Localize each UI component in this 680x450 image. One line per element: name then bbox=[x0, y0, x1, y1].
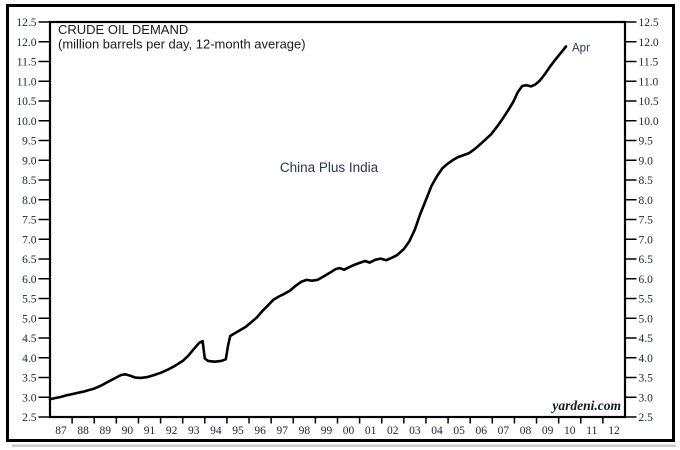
y-tick-label: 2.5 bbox=[22, 412, 37, 424]
y-tick-label: 10.0 bbox=[16, 116, 36, 128]
x-tick-label: 02 bbox=[387, 425, 399, 437]
x-tick-label: 95 bbox=[232, 425, 244, 437]
y-tick-label: 11.0 bbox=[639, 76, 659, 88]
y-tick-label: 12.0 bbox=[16, 37, 36, 49]
plot-area bbox=[48, 20, 627, 419]
y-tick-label: 10.0 bbox=[639, 116, 659, 128]
y-tick-label: 7.5 bbox=[639, 215, 654, 227]
y-tick-label: 11.0 bbox=[17, 76, 37, 88]
y-tick-label: 6.0 bbox=[639, 274, 654, 286]
x-tick-label: 01 bbox=[365, 425, 377, 437]
y-tick-label: 4.0 bbox=[639, 353, 654, 365]
x-tick-label: 08 bbox=[520, 425, 532, 437]
x-tick-label: 04 bbox=[431, 425, 443, 437]
y-tick-label: 5.0 bbox=[22, 313, 37, 325]
x-tick-label: 05 bbox=[453, 425, 465, 437]
x-tick-label: 03 bbox=[409, 425, 421, 437]
y-tick-label: 3.0 bbox=[639, 392, 654, 404]
end-month-annotation: Apr bbox=[572, 43, 590, 55]
y-tick-label: 4.5 bbox=[639, 333, 654, 345]
y-tick-label: 10.5 bbox=[16, 96, 36, 108]
x-tick-label: 88 bbox=[77, 425, 89, 437]
y-tick-label: 4.5 bbox=[22, 333, 37, 345]
y-tick-label: 12.5 bbox=[16, 17, 36, 29]
y-tick-label: 3.5 bbox=[639, 373, 654, 385]
x-tick-label: 94 bbox=[210, 425, 222, 437]
x-tick-label: 10 bbox=[564, 425, 576, 437]
x-tick-label: 91 bbox=[144, 425, 156, 437]
y-tick-label: 8.0 bbox=[639, 195, 654, 207]
chart-title: CRUDE OIL DEMAND bbox=[58, 22, 188, 37]
y-tick-label: 8.5 bbox=[639, 175, 654, 187]
frame-shadow bbox=[12, 444, 676, 447]
demand-line bbox=[48, 45, 568, 401]
x-tick-label: 89 bbox=[100, 425, 112, 437]
x-tick-label: 87 bbox=[55, 425, 67, 437]
y-tick-label: 8.5 bbox=[22, 175, 37, 187]
y-axis-left: 2.5 3.0 3.5 4.0 4.5 5.0 5.5 6.0 6.5 7.0 7.5 8.0 8.5 9… bbox=[16, 17, 50, 424]
y-tick-label: 8.0 bbox=[22, 195, 37, 207]
y-tick-label: 9.5 bbox=[22, 136, 37, 148]
x-tick-label: 96 bbox=[254, 425, 266, 437]
y-tick-label: 11.5 bbox=[17, 57, 37, 69]
y-tick-label: 2.5 bbox=[639, 412, 654, 424]
y-tick-label: 6.5 bbox=[639, 254, 654, 266]
y-tick-label: 7.5 bbox=[22, 215, 37, 227]
y-tick-label: 10.5 bbox=[639, 96, 659, 108]
y-tick-label: 6.5 bbox=[22, 254, 37, 266]
x-tick-label: 12 bbox=[608, 425, 620, 437]
y-tick-label: 7.0 bbox=[22, 234, 37, 246]
y-tick-label: 12.0 bbox=[639, 37, 659, 49]
x-tick-label: 00 bbox=[343, 425, 355, 437]
x-tick-label: 98 bbox=[299, 425, 311, 437]
x-tick-label: 90 bbox=[122, 425, 134, 437]
x-tick-label: 92 bbox=[166, 425, 178, 437]
x-tick-label: 11 bbox=[586, 425, 597, 437]
y-tick-label: 4.0 bbox=[22, 353, 37, 365]
y-tick-label: 11.5 bbox=[639, 57, 659, 69]
x-tick-label: 07 bbox=[498, 425, 510, 437]
y-tick-label: 5.0 bbox=[639, 313, 654, 325]
series-label: China Plus India bbox=[280, 160, 379, 175]
y-tick-label: 9.0 bbox=[639, 155, 654, 167]
y-tick-label: 9.5 bbox=[639, 136, 654, 148]
y-tick-label: 9.0 bbox=[22, 155, 37, 167]
chart-subtitle: (million barrels per day, 12-month avera… bbox=[58, 37, 306, 52]
y-axis-right: 2.5 3.0 3.5 4.0 4.5 5.0 5.5 6.0 6.5 7.0 7.5 8.0 8.5 9… bbox=[625, 17, 659, 424]
y-tick-label: 7.0 bbox=[639, 234, 654, 246]
y-tick-label: 5.5 bbox=[22, 294, 37, 306]
x-tick-label: 09 bbox=[542, 425, 554, 437]
y-tick-label: 12.5 bbox=[639, 17, 659, 29]
y-tick-label: 3.5 bbox=[22, 373, 37, 385]
y-tick-label: 6.0 bbox=[22, 274, 37, 286]
watermark: yardeni.com bbox=[550, 398, 621, 413]
y-tick-label: 3.0 bbox=[22, 392, 37, 404]
x-tick-label: 99 bbox=[321, 425, 333, 437]
x-tick-label: 97 bbox=[276, 425, 288, 437]
x-axis: 87 88 89 90 91 92 93 94 95 96 97 98 99 00 01 02 03 04 05 06… bbox=[55, 417, 620, 437]
y-tick-label: 5.5 bbox=[639, 294, 654, 306]
x-tick-label: 06 bbox=[476, 425, 488, 437]
x-tick-label: 93 bbox=[188, 425, 200, 437]
